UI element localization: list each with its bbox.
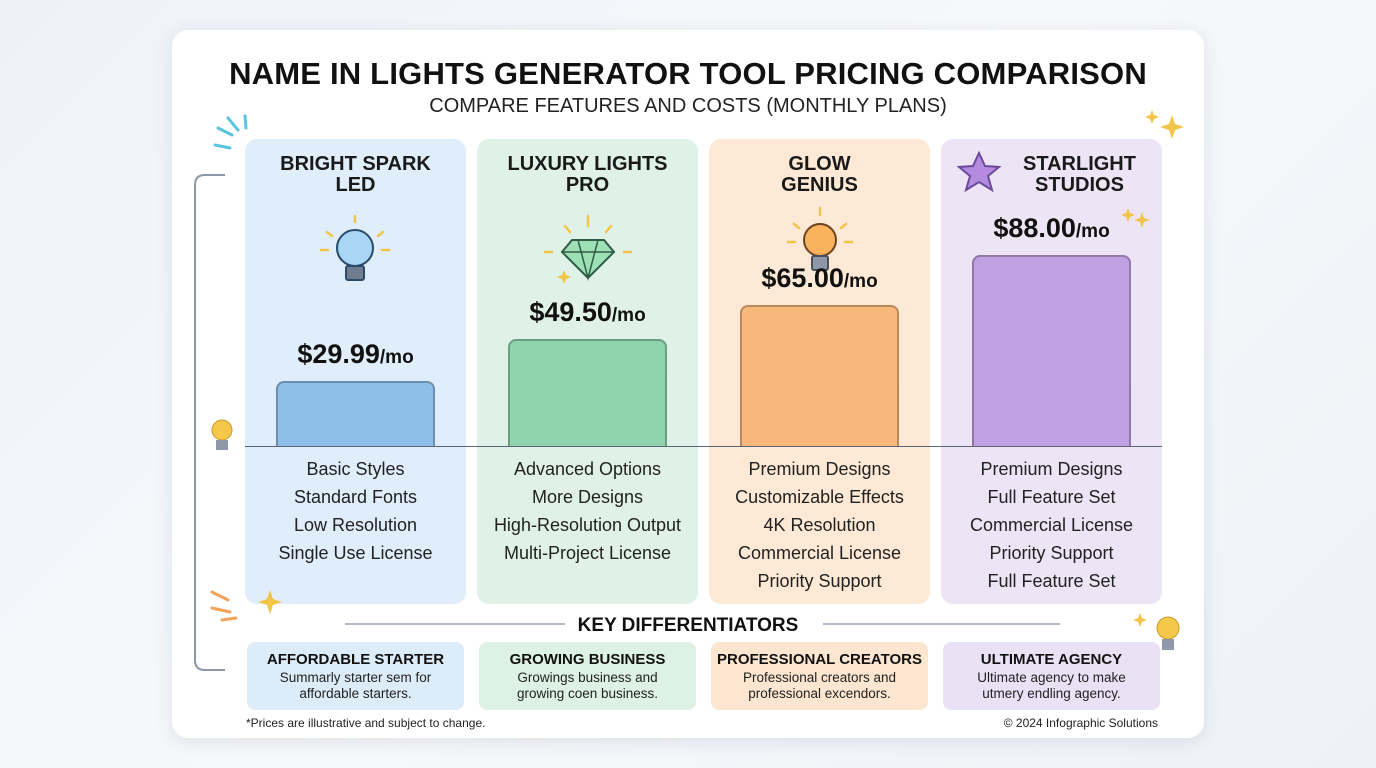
price-value: $88.00 (993, 213, 1076, 244)
price-unit: /mo (1075, 221, 1110, 243)
feature: Single Use License (278, 543, 433, 563)
subtitle: COMPARE FEATURES AND COSTS (MONTHLY PLAN… (429, 95, 947, 117)
bar (508, 338, 667, 446)
differentiator-title: GROWING BUSINESS (509, 651, 666, 668)
bar (972, 255, 1131, 446)
price-unit: /mo (379, 346, 414, 368)
differentiator-text: Professional creators and professional e… (742, 670, 897, 701)
plan-name: BRIGHT SPARK LED (280, 153, 431, 196)
price-value: $65.00 (761, 262, 844, 293)
feature: Advanced Options (513, 459, 662, 479)
feature: Premium Designs (748, 459, 891, 479)
plan-name: LUXURY LIGHTS PRO (507, 153, 668, 196)
differentiator-box: GROWING BUSINESS Growings business and gr… (479, 642, 696, 710)
feature: 4K Resolution (763, 515, 876, 535)
baseline (245, 446, 1162, 447)
differentiator-title: ULTIMATE AGENCY (980, 651, 1123, 668)
differentiator-text: Summarly starter sem for affordable star… (279, 670, 432, 701)
differentiator-box: ULTIMATE AGENCY Ultimate agency to make u… (943, 642, 1160, 710)
title: NAME IN LIGHTS GENERATOR TOOL PRICING CO… (229, 56, 1147, 91)
price-value: $29.99 (297, 338, 380, 369)
price-label: $65.00/mo (709, 263, 930, 294)
feature: Priority Support (989, 543, 1114, 563)
feature: High-Resolution Output (493, 515, 682, 535)
plan-name: GLOW GENIUS (781, 153, 858, 196)
footnote: *Prices are illustrative and subject to … (246, 716, 486, 730)
price-unit: /mo (611, 304, 646, 326)
differentiator-box: AFFORDABLE STARTER Summarly starter sem f… (247, 642, 464, 710)
bar (740, 304, 899, 446)
feature: Commercial License (969, 515, 1134, 535)
feature: Full Feature Set (987, 571, 1116, 591)
differentiator-title: AFFORDABLE STARTER (266, 651, 445, 668)
differentiator-text: Ultimate agency to make utmery endling a… (977, 670, 1126, 701)
feature: Commercial License (737, 543, 902, 563)
feature: Basic Styles (306, 459, 405, 479)
feature: Customizable Effects (735, 487, 904, 507)
feature: Standard Fonts (293, 487, 418, 507)
feature: Low Resolution (293, 515, 418, 535)
differentiator-title: PROFESSIONAL CREATORS (716, 651, 923, 668)
price-value: $49.50 (529, 296, 612, 327)
price-label: $49.50/mo (477, 297, 698, 328)
differentiators-heading: KEY DIFFERENTIATORS (577, 615, 799, 636)
plan-name: STARLIGHT STUDIOS (1023, 153, 1136, 196)
differentiator-box: PROFESSIONAL CREATORS Professional creato… (711, 642, 928, 710)
price-label: $88.00/mo (941, 213, 1162, 244)
feature: Priority Support (757, 571, 882, 591)
differentiator-text: Growings business and growing coen busin… (516, 670, 659, 701)
feature: More Designs (531, 487, 644, 507)
price-unit: /mo (843, 270, 878, 292)
bar (276, 380, 435, 446)
feature: Full Feature Set (987, 487, 1116, 507)
price-label: $29.99/mo (245, 339, 466, 370)
feature: Multi-Project License (503, 543, 672, 563)
copyright: © 2024 Infographic Solutions (1003, 716, 1158, 730)
feature: Premium Designs (980, 459, 1123, 479)
